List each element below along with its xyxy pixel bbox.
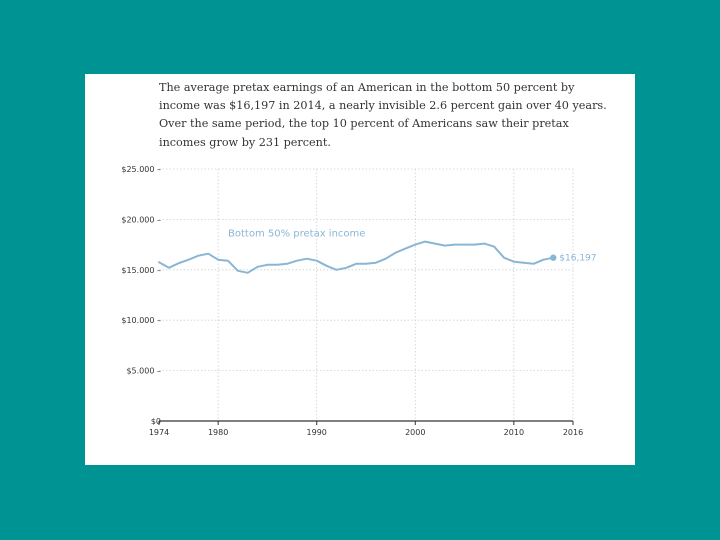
y-axis: $0 $5.000 – $10.000 – $15.000 – $20.000 – $25… [121,165,161,426]
y-tick-label: $5.000 – [126,367,161,376]
caption-line: The average pretax earnings of an Americ… [159,81,575,94]
y-tick-label: $10.000 – [121,316,161,325]
chart-caption: The average pretax earnings of an Americ… [159,79,607,152]
x-axis: 1974 1980 1990 2000 2010 2016 [149,420,583,437]
x-tick-label: 2016 [563,428,583,437]
end-value-label: $16,197 [559,254,596,264]
y-tick-label: $20.000 – [121,215,161,224]
caption-line: incomes grow by 231 percent. [159,135,331,149]
series-line [158,240,555,274]
x-tick-label: 2000 [405,428,425,437]
chart-card: The average pretax earnings of an Americ… [85,74,635,465]
series-label: Bottom 50% pretax income [228,229,365,240]
x-tick-label: 1980 [208,428,228,437]
y-tick-label: $15.000 – [121,266,161,275]
income-line-chart: $0 $5.000 – $10.000 – $15.000 – $20.000 – $25… [121,165,597,437]
caption-line: Over the same period, the top 10 percent… [159,117,569,131]
series-end-point [550,254,557,261]
caption-line: income was $16,197 in 2014, a nearly inv… [159,99,607,113]
series-layer [158,240,557,274]
y-tick-label: $25.000 – [121,165,161,174]
annotation-layer: Bottom 50% pretax income $16,197 [228,229,597,264]
gridlines [159,168,574,421]
y-tick-label: $0 [151,417,161,426]
x-tick-label: 1990 [307,428,327,437]
x-tick-label: 2010 [504,428,524,437]
x-tick-label: 1974 [149,428,169,437]
